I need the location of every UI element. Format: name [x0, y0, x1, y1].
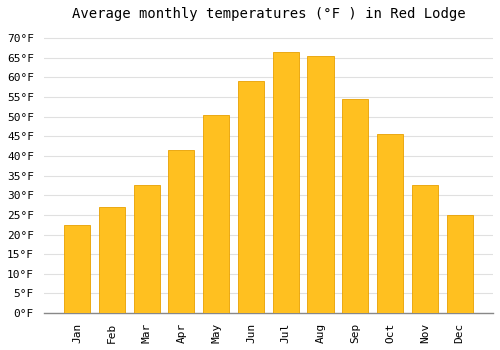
Bar: [342, 99, 368, 313]
Bar: [64, 225, 90, 313]
Bar: [168, 150, 194, 313]
Bar: [134, 186, 160, 313]
Bar: [412, 186, 438, 313]
Bar: [99, 207, 125, 313]
Bar: [308, 56, 334, 313]
Bar: [203, 115, 229, 313]
Title: Average monthly temperatures (°F ) in Red Lodge: Average monthly temperatures (°F ) in Re…: [72, 7, 465, 21]
Bar: [377, 134, 403, 313]
Bar: [238, 81, 264, 313]
Bar: [446, 215, 472, 313]
Bar: [272, 52, 299, 313]
